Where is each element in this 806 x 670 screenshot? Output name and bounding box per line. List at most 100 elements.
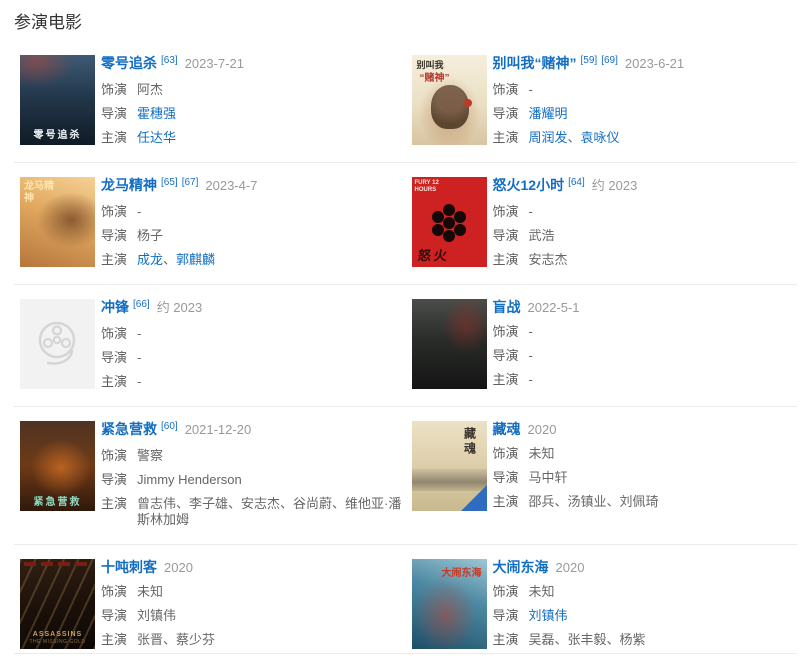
movie-title-line: 龙马精神 [65] [67] 2023-4-7 xyxy=(101,177,406,196)
credit-rows: 饰演 未知 导演 刘镇伟 主演 吴磊、张丰毅、杨紫 xyxy=(493,584,798,648)
poster-text: 龙马精神 xyxy=(24,181,54,204)
movie-info: 怒火12小时 [64] 约 2023 饰演 - 导演 武浩 主演 安志杰 xyxy=(493,177,798,268)
reference-sup[interactable]: [64] xyxy=(568,177,585,188)
credit-label: 导演 xyxy=(101,608,128,623)
movie-poster[interactable]: 藏魂 xyxy=(411,421,487,511)
movie-title-link[interactable]: 紧急营救 xyxy=(101,421,157,437)
person-link[interactable]: 任达华 xyxy=(137,130,177,145)
reference-sup[interactable]: [69] xyxy=(601,55,618,66)
credit-text: Jimmy Henderson xyxy=(137,472,242,487)
credit-label: 饰演 xyxy=(492,584,519,599)
reference-sups: [65] [67] xyxy=(157,177,198,194)
credit-value: 未知 xyxy=(529,446,555,462)
movie-info: 别叫我“赌神” [59] [69] 2023-6-21 饰演 - 导演 潘耀明 主演 周润发、袁… xyxy=(493,55,798,146)
credit-label: 导演 xyxy=(101,228,128,243)
movie-info: 冲锋 [66] 约 2023 饰演 - 导演 - 主演 - xyxy=(101,299,406,390)
credit-row: 主演 吴磊、张丰毅、杨紫 xyxy=(493,632,798,648)
release-date: 约 2023 xyxy=(591,178,638,193)
movie-title-link[interactable]: 大闹东海 xyxy=(492,559,549,575)
release-date: 2021-12-20 xyxy=(184,422,252,437)
movie-poster[interactable] xyxy=(20,299,95,389)
reference-sup[interactable]: [59] xyxy=(580,55,598,66)
movie-title-line: 十吨刺客 2020 xyxy=(101,559,406,576)
credit-rows: 饰演 未知 导演 马中轩 主演 邵兵、汤镇业、刘佩琦 xyxy=(493,446,798,510)
person-link[interactable]: 周润发 xyxy=(528,130,568,145)
movie-poster[interactable]: 别叫我 “赌神” xyxy=(411,55,487,145)
movie-title-link[interactable]: 藏魂 xyxy=(492,421,521,437)
credit-label: 饰演 xyxy=(492,204,519,219)
person-link[interactable]: 袁咏仪 xyxy=(580,130,620,145)
movie-title-link[interactable]: 十吨刺客 xyxy=(101,559,157,575)
credit-label: 饰演 xyxy=(492,82,519,97)
credit-value: 潘耀明 xyxy=(529,106,568,122)
credit-value: - xyxy=(529,348,533,364)
credit-text: 阿杰 xyxy=(137,82,164,97)
credit-rows: 饰演 - 导演 - 主演 - xyxy=(101,326,406,390)
movie-title-link[interactable]: 盲战 xyxy=(492,299,521,315)
person-link[interactable]: 郭麒麟 xyxy=(176,252,216,267)
release-date: 约 2023 xyxy=(156,300,203,315)
movie-title-line: 零号追杀 [63] 2023-7-21 xyxy=(101,55,406,74)
movie-poster[interactable]: 零号追杀 xyxy=(20,55,95,145)
reference-sups: [59] [69] xyxy=(577,55,618,72)
credit-label: 主演 xyxy=(492,632,519,647)
credit-rows: 饰演 - 导演 杨子 主演 成龙、郭麒麟 xyxy=(101,204,406,268)
person-link[interactable]: 成龙 xyxy=(137,252,164,267)
credit-text: - xyxy=(137,326,142,341)
credit-value: - xyxy=(529,204,533,220)
person-link[interactable]: 霍穗强 xyxy=(137,106,177,121)
person-link[interactable]: 潘耀明 xyxy=(528,106,568,121)
movie-title-link[interactable]: 别叫我“赌神” xyxy=(492,55,577,71)
credit-label: 饰演 xyxy=(101,448,128,463)
movie-poster[interactable] xyxy=(411,299,487,389)
reference-sups: [64] xyxy=(564,177,585,194)
movie-info: 紧急营救 [60] 2021-12-20 饰演 警察 导演 Jimmy Henderson… xyxy=(101,421,406,528)
credit-row: 主演 - xyxy=(101,374,406,390)
movie-title-line: 紧急营救 [60] 2021-12-20 xyxy=(101,421,406,440)
movie-grid: 零号追杀 零号追杀 [63] 2023-7-21 饰演 阿杰导演 霍穗强主演 任达华 别叫… xyxy=(14,41,797,654)
movie-poster[interactable]: 紧急营救 xyxy=(20,421,95,511)
reference-sup[interactable]: [67] xyxy=(181,177,199,188)
movie-title-link[interactable]: 冲锋 xyxy=(101,299,129,315)
movie-poster[interactable]: 龙马精神 xyxy=(20,177,95,267)
credit-text: 未知 xyxy=(528,584,555,599)
reference-sup[interactable]: [60] xyxy=(161,421,178,432)
reference-sup[interactable]: [66] xyxy=(133,299,150,310)
credit-value: 曾志伟、李子雄、安志杰、谷尚蔚、维他亚·潘斯林加姆 xyxy=(137,496,405,528)
credit-value: 阿杰 xyxy=(137,82,163,98)
credit-label: 导演 xyxy=(101,350,128,365)
credit-row: 主演 张晋、蔡少芬 xyxy=(101,632,406,648)
movie-card: 紧急营救 紧急营救 [60] 2021-12-20 饰演 警察 导演 Jimmy Hend… xyxy=(14,421,406,528)
credit-row: 导演 杨子 xyxy=(101,228,406,244)
movie-title-link[interactable]: 龙马精神 xyxy=(101,177,157,193)
credit-value: 霍穗强 xyxy=(137,106,176,122)
credit-row: 主演 曾志伟、李子雄、安志杰、谷尚蔚、维他亚·潘斯林加姆 xyxy=(101,496,406,528)
movie-title-link[interactable]: 怒火12小时 xyxy=(492,177,565,193)
poster-text: FURY 12 HOURS xyxy=(414,180,439,193)
credit-text: 邵兵、汤镇业、刘佩琦 xyxy=(528,494,659,509)
credit-label: 导演 xyxy=(492,470,519,485)
credit-label: 饰演 xyxy=(492,446,519,461)
poster-text: THE MISSING GOLD xyxy=(29,639,86,645)
movie-info: 大闹东海 2020 饰演 未知 导演 刘镇伟 主演 吴磊、张丰毅、杨紫 xyxy=(493,559,798,648)
release-date: 2023-7-21 xyxy=(184,56,244,71)
credit-value: - xyxy=(137,374,141,390)
credit-value: 马中轩 xyxy=(529,470,568,486)
movie-title-link[interactable]: 零号追杀 xyxy=(101,55,157,71)
movie-poster[interactable]: 大闹东海 xyxy=(411,559,487,649)
credit-value: 吴磊、张丰毅、杨紫 xyxy=(529,632,646,648)
movie-poster[interactable]: ASSASSINS THE MISSING GOLD xyxy=(20,559,95,649)
credit-row: 导演 - xyxy=(493,348,798,364)
credit-label: 主演 xyxy=(492,494,519,509)
credit-value: 成龙、郭麒麟 xyxy=(137,252,215,268)
film-reel-icon xyxy=(38,321,75,365)
credit-row: 导演 刘镇伟 xyxy=(493,608,798,624)
reference-sup[interactable]: [63] xyxy=(161,55,178,66)
reference-sup[interactable]: [65] xyxy=(161,177,178,188)
movie-row: 冲锋 [66] 约 2023 饰演 - 导演 - 主演 - 盲战 2022-5-1 饰演 - 导演 -… xyxy=(14,285,797,407)
credit-text: - xyxy=(137,374,142,389)
person-link[interactable]: 刘镇伟 xyxy=(528,608,568,623)
movie-poster[interactable]: FURY 12 HOURS 怒火 xyxy=(411,177,487,267)
credit-text: 吴磊、张丰毅、杨紫 xyxy=(528,632,646,647)
credit-label: 导演 xyxy=(492,608,519,623)
